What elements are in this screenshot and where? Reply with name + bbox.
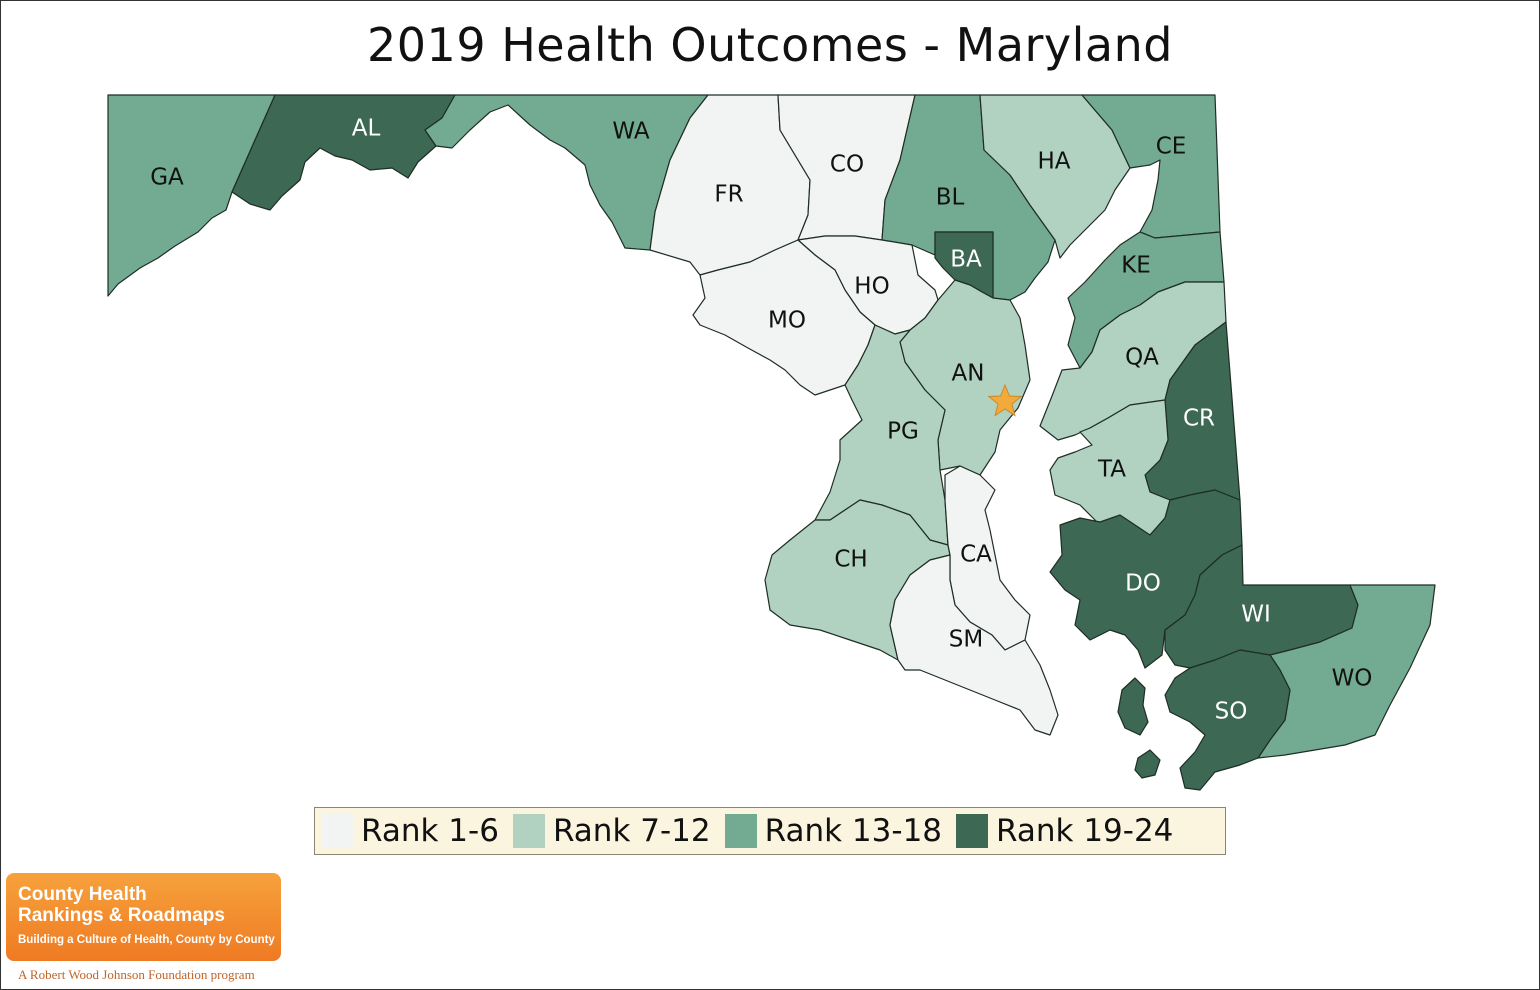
- map-title: 2019 Health Outcomes - Maryland: [367, 18, 1173, 72]
- label-AL: AL: [352, 116, 381, 142]
- legend-label: Rank 19-24: [996, 813, 1174, 849]
- county-SO-island-1[interactable]: [1117, 677, 1149, 736]
- label-HO: HO: [854, 274, 889, 300]
- county-SO-island-2[interactable]: [1134, 749, 1161, 779]
- county-TA[interactable]: [1049, 399, 1171, 539]
- legend: Rank 1-6 Rank 7-12 Rank 13-18 Rank 19-24: [314, 807, 1226, 855]
- legend-label: Rank 1-6: [361, 813, 499, 849]
- chrr-logo[interactable]: County Health Rankings & Roadmaps Buildi…: [6, 873, 281, 961]
- legend-swatch: [512, 814, 545, 848]
- legend-swatch: [724, 814, 757, 848]
- legend-item-rank-1-6: Rank 1-6: [321, 813, 507, 849]
- label-CA: CA: [960, 542, 992, 568]
- logo-tagline: Building a Culture of Health, County by …: [18, 934, 275, 946]
- label-PG: PG: [887, 419, 919, 445]
- capital-star-icon: [987, 383, 1023, 417]
- legend-item-rank-19-24: Rank 19-24: [956, 813, 1181, 849]
- label-QA: QA: [1125, 345, 1159, 371]
- logo-title-line-2: Rankings & Roadmaps: [18, 905, 225, 926]
- legend-item-rank-13-18: Rank 13-18: [724, 813, 950, 849]
- label-TA: TA: [1097, 457, 1126, 483]
- label-SM: SM: [949, 627, 983, 653]
- label-KE: KE: [1121, 253, 1151, 279]
- label-WO: WO: [1332, 666, 1373, 692]
- label-WI: WI: [1241, 602, 1271, 628]
- label-CE: CE: [1156, 134, 1187, 160]
- logo-title-line-1: County Health: [18, 884, 147, 905]
- label-BL: BL: [936, 185, 965, 211]
- county-SM[interactable]: [889, 554, 1059, 736]
- label-CO: CO: [830, 152, 864, 178]
- label-BA: BA: [950, 247, 982, 273]
- label-CR: CR: [1183, 406, 1215, 432]
- legend-swatch: [956, 814, 989, 848]
- label-FR: FR: [714, 182, 743, 208]
- label-DO: DO: [1125, 571, 1161, 597]
- label-WA: WA: [612, 119, 649, 145]
- label-CH: CH: [834, 547, 867, 573]
- label-AN: AN: [952, 361, 985, 387]
- rwjf-credit: A Robert Wood Johnson Foundation program: [18, 967, 255, 982]
- legend-label: Rank 13-18: [764, 813, 943, 849]
- label-GA: GA: [150, 165, 184, 191]
- county-SO[interactable]: [1164, 649, 1291, 791]
- label-HA: HA: [1037, 149, 1070, 175]
- legend-swatch: [321, 814, 353, 848]
- legend-label: Rank 7-12: [552, 813, 711, 849]
- county-CE[interactable]: [1081, 94, 1221, 239]
- label-MO: MO: [768, 308, 806, 334]
- legend-item-rank-7-12: Rank 7-12: [512, 813, 719, 849]
- label-SO: SO: [1215, 699, 1248, 725]
